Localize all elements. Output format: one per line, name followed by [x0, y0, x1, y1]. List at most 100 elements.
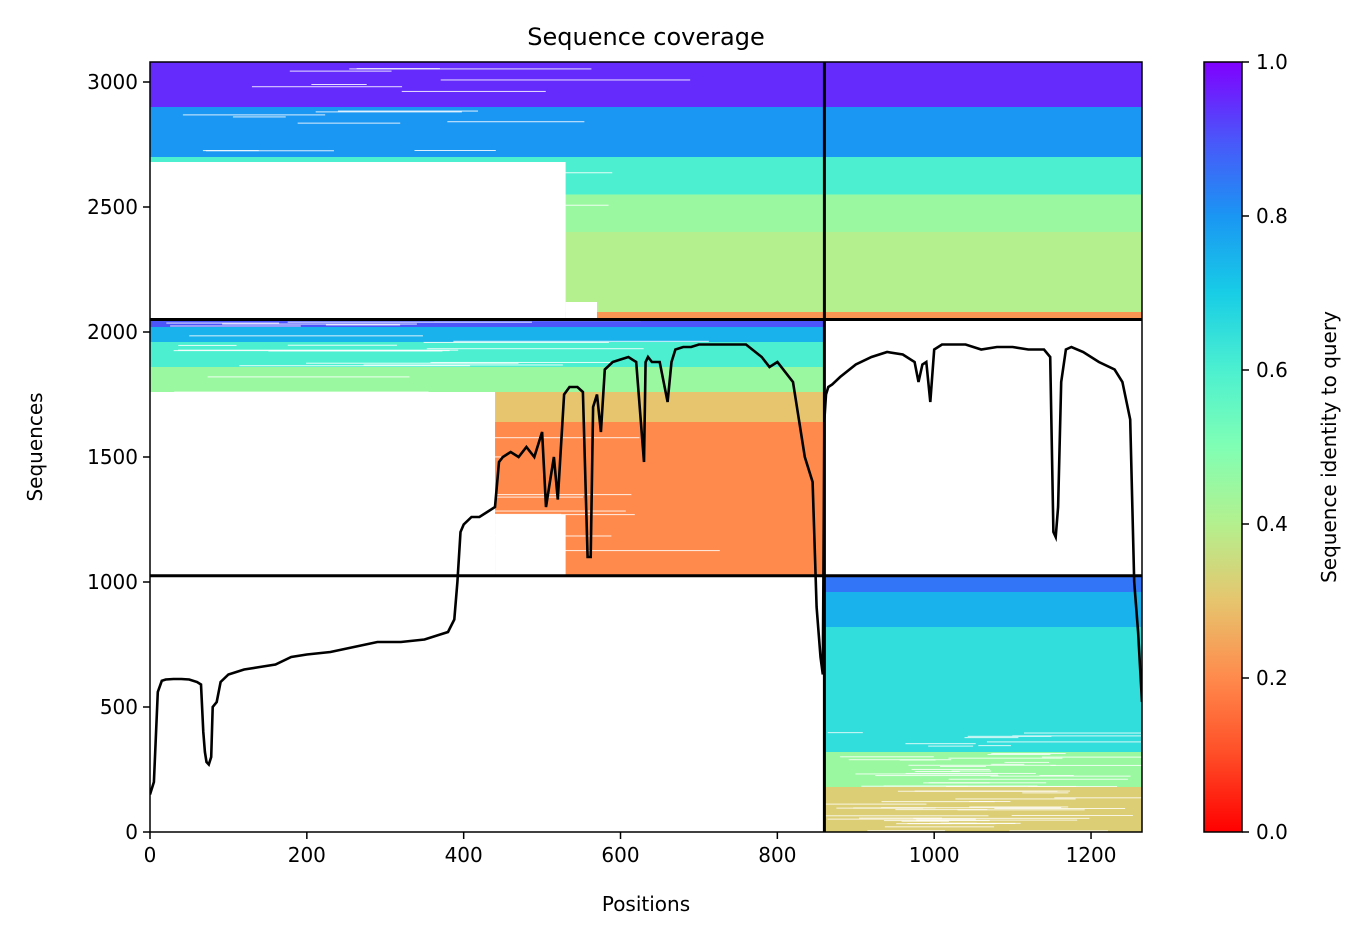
coverage-streak — [192, 241, 293, 243]
coverage-streak — [202, 228, 298, 230]
coverage-streak — [293, 195, 471, 197]
coverage-streak — [440, 79, 691, 81]
coverage-streak — [177, 255, 320, 257]
coverage-streak — [905, 743, 976, 745]
coverage-streak — [401, 90, 546, 92]
coverage-streak — [1022, 792, 1069, 794]
coverage-streak — [174, 238, 339, 240]
coverage-streak — [395, 191, 561, 193]
coverage-streak — [390, 437, 640, 439]
coverage-streak — [178, 344, 237, 346]
coverage-gap-2 — [150, 162, 566, 320]
coverage-streak — [946, 822, 1016, 824]
coverage-streak — [840, 756, 934, 758]
y-tick-label: 0 — [125, 820, 138, 844]
coverage-streak — [251, 563, 383, 565]
identity-band-0-4 — [150, 327, 825, 342]
coverage-streak — [867, 830, 945, 832]
coverage-streak — [233, 197, 506, 199]
coverage-streak — [289, 450, 456, 452]
coverage-streak — [251, 86, 403, 88]
coverage-gap-1 — [495, 514, 566, 576]
x-tick-label: 800 — [758, 843, 796, 867]
coverage-streak — [948, 778, 1128, 780]
coverage-streak — [884, 820, 990, 822]
coverage-streak — [414, 150, 496, 152]
chart-title: Sequence coverage — [527, 23, 764, 51]
coverage-streak — [1023, 732, 1142, 734]
coverage-streak — [440, 534, 544, 536]
colorbar-tick-label: 0.0 — [1256, 820, 1288, 844]
coverage-streak — [289, 70, 392, 72]
coverage-streak — [880, 807, 1062, 809]
coverage-streak — [436, 172, 613, 174]
coverage-gap-4 — [565, 302, 597, 320]
coverage-streak — [957, 809, 1085, 811]
coverage-streak — [382, 456, 502, 458]
x-axis-label: Positions — [602, 892, 690, 916]
coverage-streak — [216, 531, 295, 533]
coverage-streak — [883, 785, 1038, 787]
y-tick-label: 2500 — [87, 195, 138, 219]
coverage-streak — [859, 817, 942, 819]
coverage-streak — [299, 519, 445, 521]
coverage-streaks — [150, 68, 1142, 832]
coverage-streak — [182, 114, 326, 116]
coverage-streak — [939, 765, 986, 767]
coverage-streak — [238, 231, 326, 233]
coverage-streak — [222, 323, 417, 325]
coverage-streak — [423, 341, 609, 343]
coverage-streak — [827, 732, 863, 734]
coverage-streak — [239, 365, 471, 367]
coverage-streak — [969, 801, 1011, 803]
coverage-streak — [158, 406, 220, 408]
identity-band-2-2 — [824, 194, 1142, 232]
coverage-streak — [422, 237, 524, 239]
identity-band-2-1 — [824, 232, 1142, 312]
coverage-streak — [205, 150, 334, 152]
coverage-streak — [1050, 764, 1142, 766]
plot-area — [150, 62, 1142, 832]
coverage-streak — [426, 348, 644, 350]
x-axis: 0 200 400 600 800 1000 1200 — [144, 832, 1116, 867]
coverage-streak — [1041, 756, 1142, 758]
identity-band-2-4 — [824, 107, 1142, 157]
coverage-streak — [253, 295, 337, 297]
identity-band-2-5 — [824, 62, 1142, 107]
coverage-streak — [255, 197, 522, 199]
coverage-streak — [378, 510, 626, 512]
coverage-streak — [325, 324, 401, 326]
coverage-streak — [349, 68, 592, 70]
coverage-streak — [908, 764, 1056, 766]
coverage-streak — [260, 179, 390, 181]
coverage-streak — [171, 533, 263, 535]
coverage-streak — [356, 68, 440, 70]
coverage-streak — [201, 505, 249, 507]
coverage-streak — [387, 571, 541, 573]
coverage-streak — [1011, 814, 1133, 816]
coverage-streak — [895, 809, 988, 811]
coverage-streak — [914, 770, 960, 772]
coverage-streak — [354, 291, 494, 293]
coverage-streak — [222, 398, 443, 400]
coverage-streak — [383, 454, 462, 456]
coverage-streak — [1004, 761, 1050, 763]
coverage-streak — [967, 735, 1052, 737]
coverage-streak — [955, 798, 1076, 800]
coverage-streak — [825, 815, 989, 817]
identity-band-3-4 — [824, 575, 1142, 592]
coverage-streak — [360, 455, 445, 457]
colorbar-tick-label: 0.8 — [1256, 204, 1288, 228]
coverage-streak — [1012, 735, 1142, 737]
coverage-streak — [964, 737, 1019, 739]
identity-band-2-3 — [824, 157, 1142, 195]
coverage-streak — [174, 391, 429, 393]
coverage-streak — [166, 322, 280, 324]
coverage-streak — [318, 560, 432, 562]
coverage-streak — [1009, 830, 1108, 832]
coverage-streak — [262, 572, 448, 574]
coverage-streak — [990, 775, 1131, 777]
y-axis: 0 500 1000 1500 2000 2500 3000 — [87, 70, 150, 844]
x-tick-label: 600 — [601, 843, 639, 867]
y-tick-label: 3000 — [87, 70, 138, 94]
